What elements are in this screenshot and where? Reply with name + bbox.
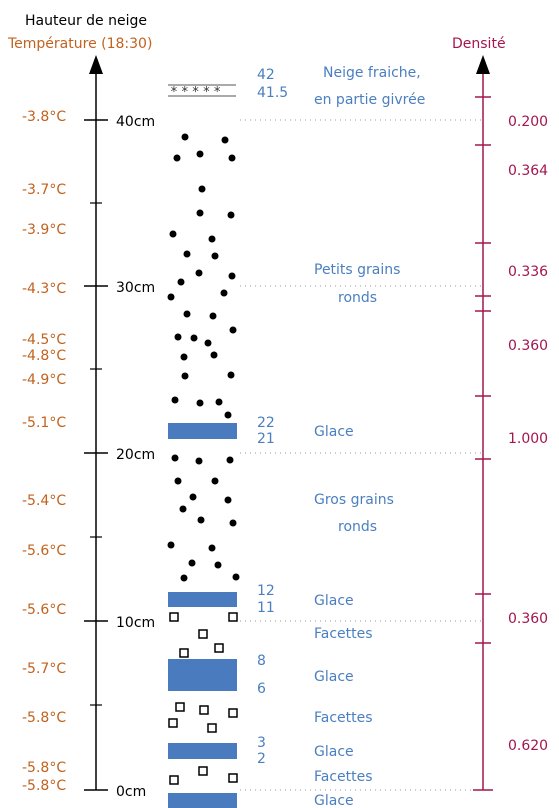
density-label: 0.200	[508, 114, 548, 130]
layer-name: Facettes	[314, 710, 373, 726]
height-tick-20: 20cm	[116, 447, 155, 463]
small-round-grains	[167, 133, 237, 419]
height-axis-arrow-icon	[89, 55, 103, 74]
temperature-label: -5.1°C	[22, 415, 66, 431]
layer-height-label: 41.5	[257, 85, 288, 101]
layer-name: Glace	[314, 424, 354, 440]
layer-name: en partie givrée	[314, 92, 425, 108]
layer-name: Petits grains	[314, 262, 400, 278]
ice-layer	[168, 592, 237, 607]
height-axis-title: Hauteur de neige	[25, 13, 147, 29]
density-axis-arrow-icon	[476, 55, 490, 74]
layer-heights: 42 41.5 22 21 12 11 8 6 3 2	[257, 67, 288, 767]
height-axis	[84, 55, 108, 791]
density-label: 0.620	[508, 738, 548, 754]
temperature-label: -5.6°C	[22, 543, 66, 559]
density-label: 1.000	[508, 431, 548, 447]
guide-lines	[240, 119, 484, 791]
fresh-snow-layer: *****	[168, 84, 236, 100]
temperature-label: -5.8°C	[22, 778, 66, 794]
ice-layer	[168, 659, 237, 691]
layer-height-label: 42	[257, 67, 275, 83]
density-labels: 0.200 0.364 0.336 0.360 1.000 0.360 0.62…	[508, 114, 548, 754]
layer-height-label: 3	[257, 735, 266, 751]
density-label: 0.364	[508, 163, 548, 179]
large-round-grains	[167, 454, 240, 582]
layer-name: Glace	[314, 793, 354, 808]
temperature-label: -5.4°C	[22, 493, 66, 509]
height-tick-10: 10cm	[116, 615, 155, 631]
ice-layer	[168, 793, 237, 808]
layer-name: Facettes	[314, 769, 373, 785]
temperature-axis-title: Température (18:30)	[7, 36, 152, 52]
layer-name: Neige fraiche,	[323, 65, 421, 81]
layer-name: Glace	[314, 593, 354, 609]
layer-name: Facettes	[314, 626, 373, 642]
density-axis	[473, 70, 493, 791]
temperature-labels: -3.8°C -3.7°C -3.9°C -4.3°C -4.5°C -4.8°…	[22, 109, 66, 794]
layer-height-label: 2	[257, 751, 266, 767]
temperature-label: -5.7°C	[22, 661, 66, 677]
layer-height-label: 6	[257, 681, 266, 697]
temperature-label: -4.9°C	[22, 372, 66, 388]
ice-layers	[168, 423, 237, 808]
density-label: 0.336	[508, 264, 548, 280]
temperature-label: -4.3°C	[22, 281, 66, 297]
temperature-label: -3.7°C	[22, 182, 66, 198]
density-axis-title: Densité	[452, 36, 506, 52]
temperature-label: -3.8°C	[22, 109, 66, 125]
layer-name: ronds	[338, 290, 377, 306]
layer-height-label: 21	[257, 431, 275, 447]
height-tick-0: 0cm	[116, 784, 146, 800]
layer-height-label: 11	[257, 600, 275, 616]
temperature-label: -4.5°C	[22, 332, 66, 348]
layer-name: Glace	[314, 744, 354, 760]
fresh-snow-icon: *****	[170, 85, 224, 100]
temperature-label: -5.6°C	[22, 602, 66, 618]
layer-names: Neige fraiche, en partie givrée Petits g…	[314, 65, 425, 808]
facet-grains	[168, 612, 238, 785]
density-label: 0.360	[508, 338, 548, 354]
layer-name: Glace	[314, 669, 354, 685]
layer-name: Gros grains	[314, 492, 394, 508]
layer-height-label: 22	[257, 415, 275, 431]
layer-name: ronds	[338, 519, 377, 535]
layer-height-label: 8	[257, 653, 266, 669]
temperature-label: -4.8°C	[22, 348, 66, 364]
height-tick-40: 40cm	[116, 114, 155, 130]
ice-layer	[168, 423, 237, 439]
height-tick-30: 30cm	[116, 280, 155, 296]
temperature-label: -3.9°C	[22, 222, 66, 238]
ice-layer	[168, 743, 237, 759]
density-label: 0.360	[508, 611, 548, 627]
temperature-label: -5.8°C	[22, 760, 66, 776]
layer-height-label: 12	[257, 583, 275, 599]
temperature-label: -5.8°C	[22, 710, 66, 726]
